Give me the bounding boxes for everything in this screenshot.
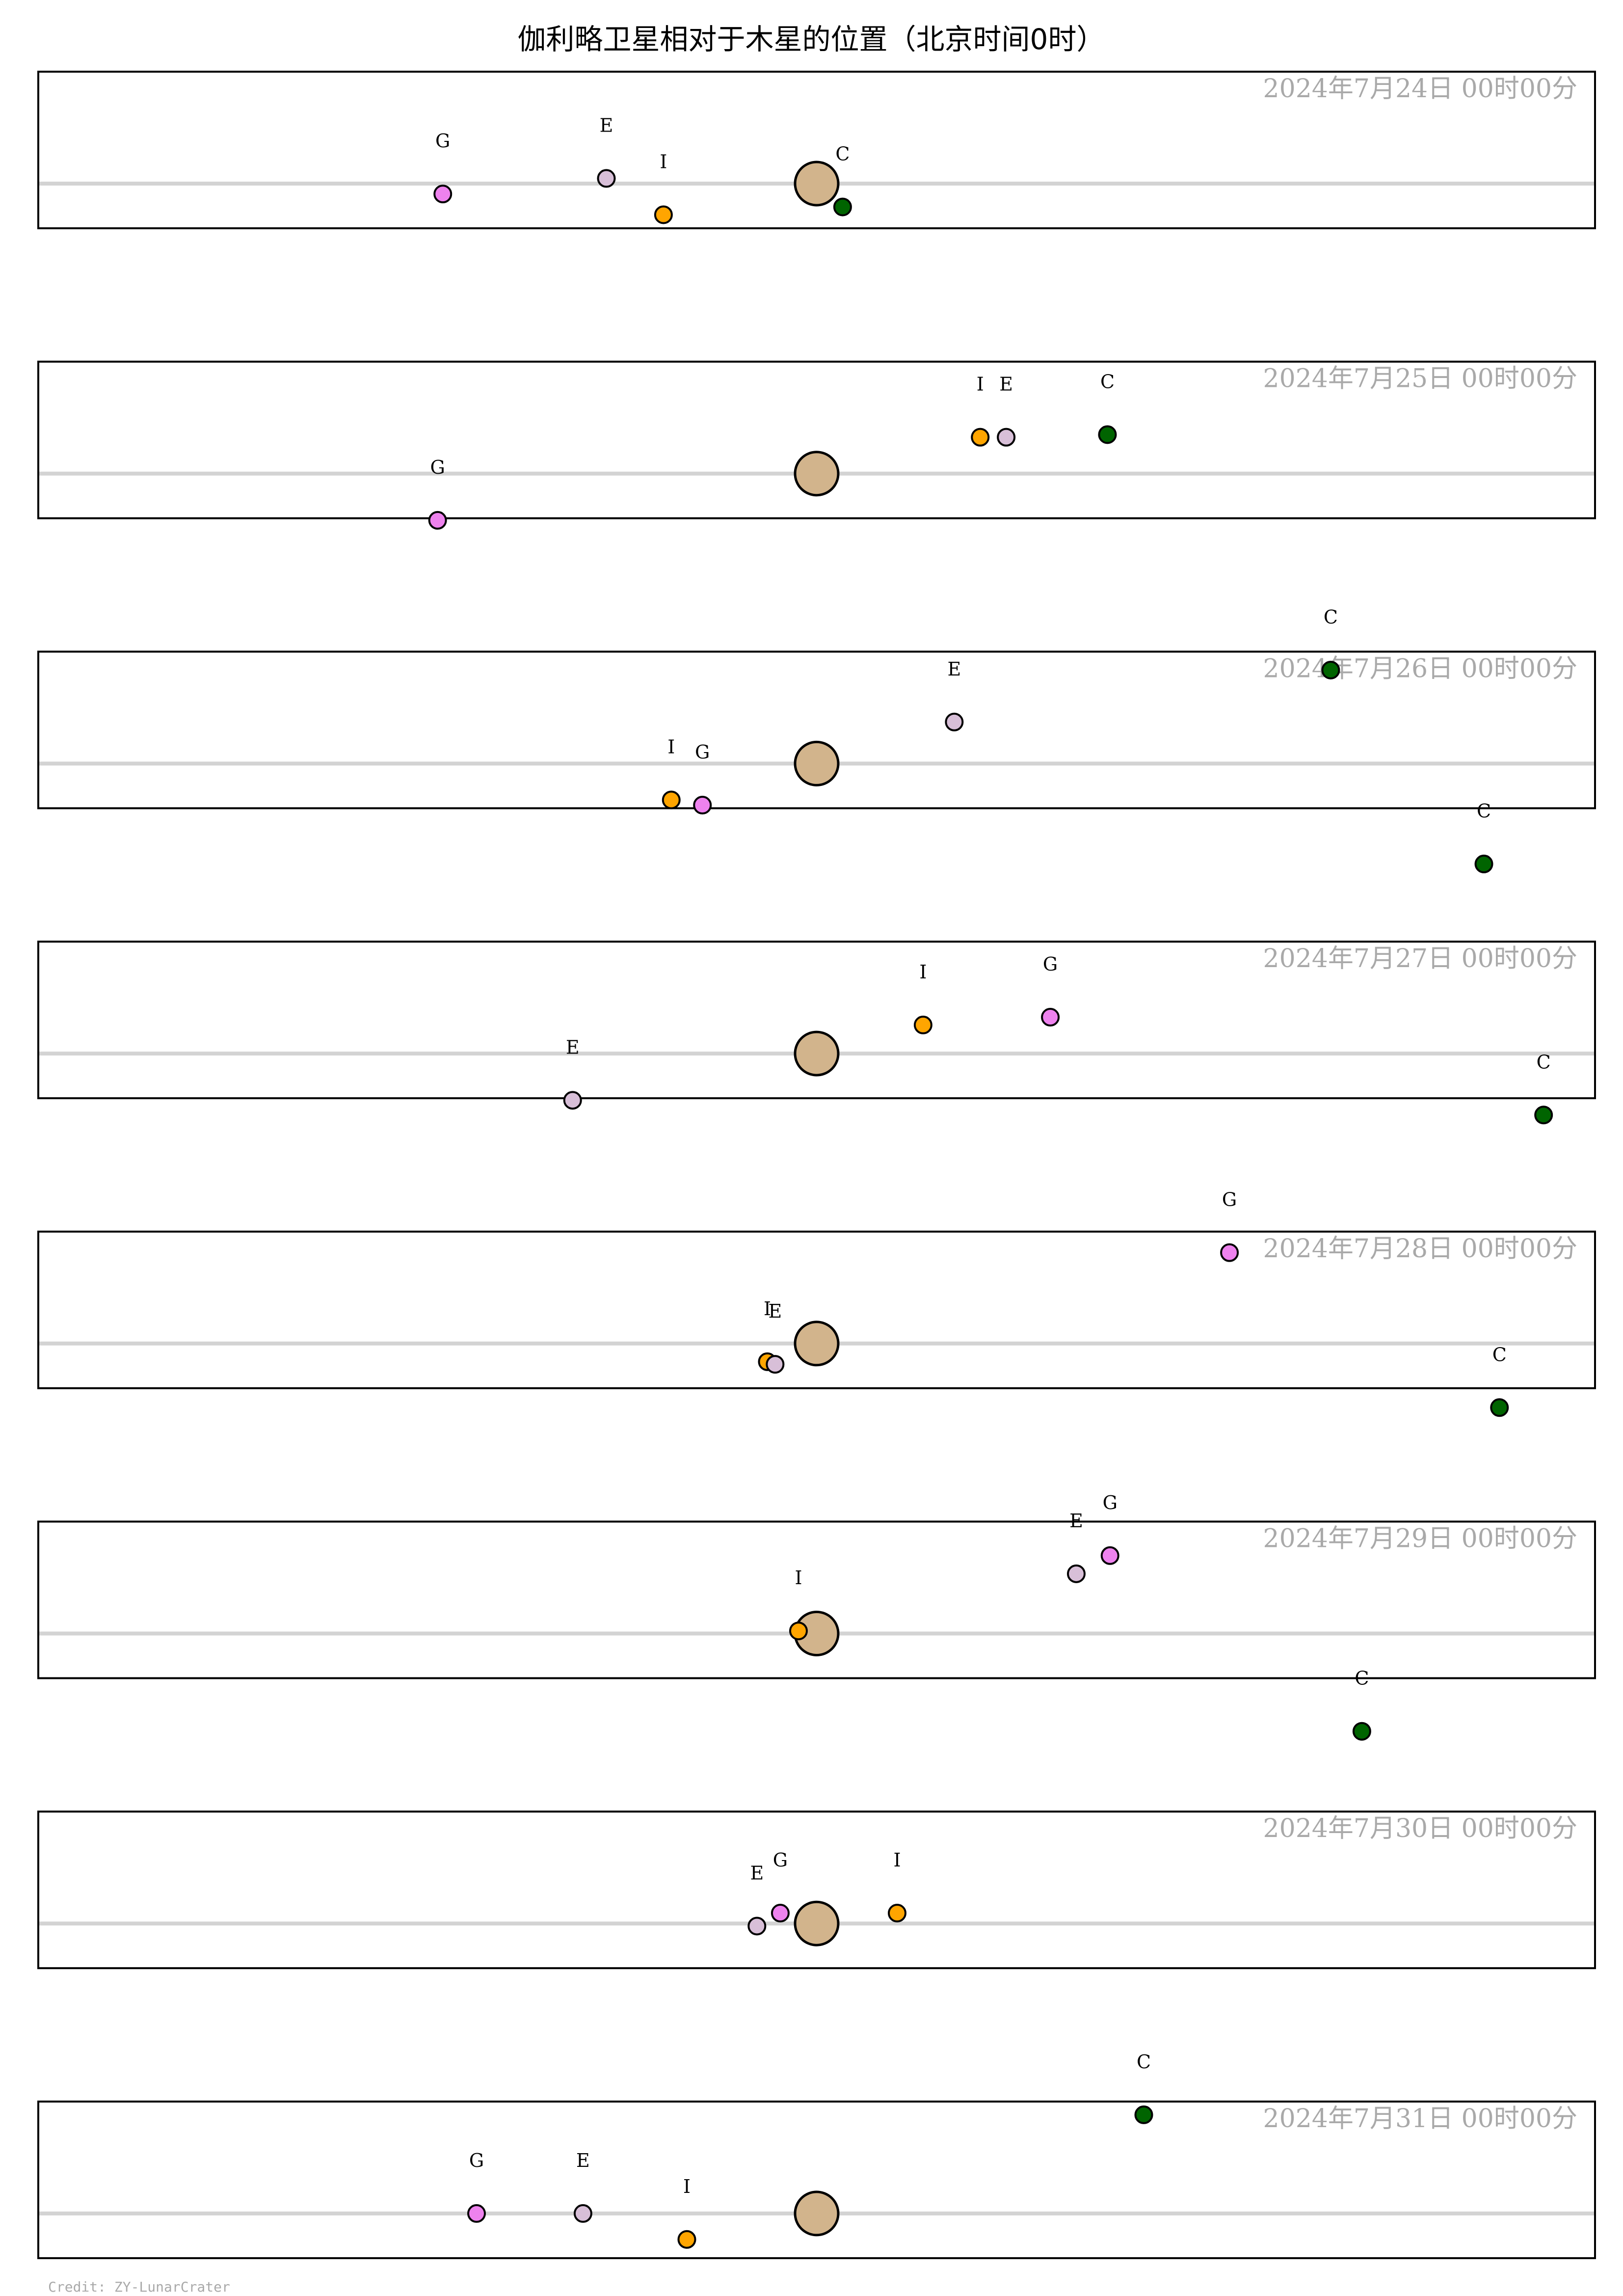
panel-date-label: 2024年7月31日 00时00分 xyxy=(1263,2104,1577,2134)
moon-marker-c xyxy=(1534,1106,1553,1125)
moon-label-c: C xyxy=(1324,606,1338,628)
jupiter-disk xyxy=(794,1321,840,1367)
moon-marker-e xyxy=(1067,1564,1086,1583)
moon-label-e: E xyxy=(750,1862,764,1884)
moon-label-e: E xyxy=(600,114,613,136)
jupiter-disk xyxy=(794,161,840,207)
moon-marker-c xyxy=(833,197,852,216)
chart-title: 伽利略卫星相对于木星的位置（北京时间0时） xyxy=(518,23,1105,56)
moon-marker-c xyxy=(1134,2105,1153,2124)
moon-marker-c xyxy=(1098,425,1117,444)
moon-label-g: G xyxy=(695,741,710,763)
moon-label-i: I xyxy=(795,1567,802,1589)
moon-marker-i xyxy=(662,790,681,810)
panel-date-label: 2024年7月26日 00时00分 xyxy=(1263,654,1577,683)
moon-label-e: E xyxy=(999,374,1013,395)
moon-marker-c xyxy=(1321,660,1340,679)
panel-date-label: 2024年7月28日 00时00分 xyxy=(1263,1234,1577,1264)
jupiter-disk xyxy=(794,1900,840,1946)
moon-marker-i xyxy=(654,205,673,224)
jupiter-disk xyxy=(794,2190,840,2237)
moon-marker-e xyxy=(997,428,1016,447)
moon-marker-e xyxy=(573,2204,592,2223)
moon-marker-e xyxy=(747,1917,767,1936)
moon-marker-g xyxy=(1100,1546,1119,1565)
moon-marker-c xyxy=(1490,1398,1509,1417)
moon-marker-g xyxy=(433,185,452,204)
moon-marker-c xyxy=(1352,1722,1371,1741)
panel: 2024年7月24日 00时00分 I E G C xyxy=(37,71,1596,229)
moon-marker-c xyxy=(1474,854,1493,873)
moon-marker-g xyxy=(467,2204,486,2223)
panel: 2024年7月30日 00时00分 I EG C xyxy=(37,1668,1596,1970)
moon-label-c: C xyxy=(1477,800,1491,822)
moon-label-e: E xyxy=(768,1300,782,1322)
panel-date-label: 2024年7月24日 00时00分 xyxy=(1263,74,1577,104)
panel-frame xyxy=(37,1810,1596,1970)
panel: 2024年7月29日 00时00分 I EG C xyxy=(37,1344,1596,1679)
panel: 2024年7月26日 00时00分 I E G C xyxy=(37,606,1596,815)
panel-frame xyxy=(37,2100,1596,2259)
moon-label-i: I xyxy=(660,151,667,172)
moon-label-e: E xyxy=(947,658,961,680)
moon-label-c: C xyxy=(835,143,850,165)
credit-text: Credit: ZY-LunarCrater xyxy=(48,2279,230,2295)
moon-marker-g xyxy=(428,511,447,530)
moon-label-g: G xyxy=(773,1849,788,1871)
panel-frame xyxy=(37,650,1596,810)
panel: 2024年7月28日 00时00分 IE G C xyxy=(37,1051,1596,1389)
moon-marker-g xyxy=(771,1904,790,1923)
moon-marker-i xyxy=(677,2230,696,2249)
moon-label-c: C xyxy=(1492,1344,1507,1365)
moon-marker-i xyxy=(789,1621,808,1641)
panel: 2024年7月27日 00时00分 I E G C xyxy=(37,800,1596,1110)
moon-marker-e xyxy=(766,1355,785,1374)
panel-date-label: 2024年7月30日 00时00分 xyxy=(1263,1814,1577,1843)
panel-frame xyxy=(37,1520,1596,1679)
moon-marker-i xyxy=(913,1015,932,1034)
panel-frame xyxy=(37,1230,1596,1389)
moon-label-e: E xyxy=(576,2150,590,2171)
moon-label-c: C xyxy=(1100,371,1115,392)
moon-label-c: C xyxy=(1537,1051,1551,1073)
moon-label-i: I xyxy=(893,1849,901,1871)
panel-frame xyxy=(37,360,1596,519)
moon-label-i: I xyxy=(764,1298,771,1320)
jupiter-disk xyxy=(794,451,840,497)
panel-date-label: 2024年7月29日 00时00分 xyxy=(1263,1524,1577,1554)
moon-label-g: G xyxy=(435,130,450,152)
moon-label-g: G xyxy=(1043,953,1058,975)
panel-date-label: 2024年7月25日 00时00分 xyxy=(1263,364,1577,394)
moon-marker-i xyxy=(887,1904,906,1923)
moon-label-c: C xyxy=(1355,1668,1369,1689)
moon-label-g: G xyxy=(1103,1492,1117,1513)
moon-marker-e xyxy=(563,1091,582,1110)
moon-marker-e xyxy=(597,169,616,188)
panel-date-label: 2024年7月27日 00时00分 xyxy=(1263,944,1577,973)
panel-frame xyxy=(37,941,1596,1100)
jupiter-disk xyxy=(794,1030,840,1077)
jupiter-disk xyxy=(794,740,840,786)
moon-label-i: I xyxy=(919,961,927,983)
moon-marker-g xyxy=(1041,1008,1060,1027)
panel: 2024年7月31日 00时00分 I E G C xyxy=(37,2051,1596,2259)
moon-label-i: I xyxy=(683,2176,691,2197)
moon-label-i: I xyxy=(977,374,984,395)
moon-marker-g xyxy=(1220,1243,1239,1262)
moon-label-c: C xyxy=(1137,2051,1151,2073)
moon-marker-g xyxy=(693,796,712,815)
moon-marker-i xyxy=(971,428,990,447)
moon-label-e: E xyxy=(566,1036,580,1058)
moon-label-g: G xyxy=(469,2150,484,2171)
panel-frame xyxy=(37,71,1596,229)
panel: 2024年7月25日 00时00分 I E G C xyxy=(37,360,1596,530)
moon-label-i: I xyxy=(667,736,675,757)
moon-label-g: G xyxy=(1222,1189,1237,1211)
moon-label-g: G xyxy=(430,457,445,478)
moon-label-e: E xyxy=(1069,1510,1083,1532)
moon-marker-e xyxy=(945,712,964,731)
